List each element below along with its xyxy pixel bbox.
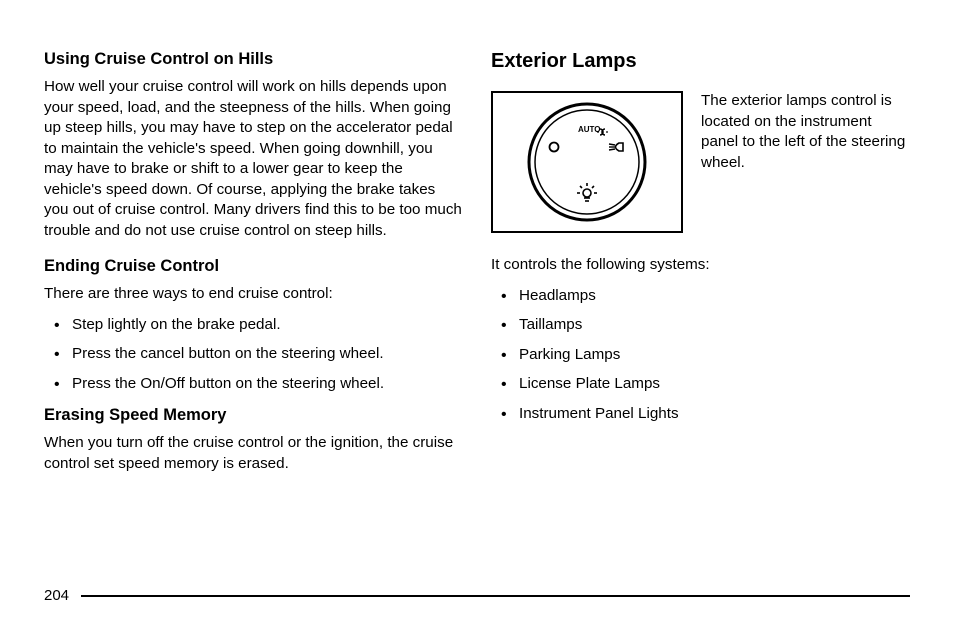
para-ending-cruise: There are three ways to end cruise contr… [44, 284, 463, 305]
para-cruise-hills: How well your cruise control will work o… [44, 77, 463, 241]
list-item: Step lightly on the brake pedal. [72, 315, 463, 336]
lamp-dial-icon: AUTO [524, 99, 650, 225]
heading-ending-cruise: Ending Cruise Control [44, 257, 463, 276]
right-column: Exterior Lamps AUTO [491, 50, 910, 490]
para-controls-systems: It controls the following systems: [491, 255, 910, 276]
para-erasing-memory: When you turn off the cruise control or … [44, 433, 463, 474]
heading-exterior-lamps: Exterior Lamps [491, 50, 910, 73]
page-number: 204 [44, 587, 69, 604]
list-ending-cruise: Step lightly on the brake pedal. Press t… [44, 315, 463, 395]
heading-cruise-hills: Using Cruise Control on Hills [44, 50, 463, 69]
heading-erasing-memory: Erasing Speed Memory [44, 406, 463, 425]
svg-text:AUTO: AUTO [578, 125, 601, 134]
list-item: Parking Lamps [519, 345, 910, 366]
footer-divider [81, 595, 910, 597]
lamp-control-diagram: AUTO [491, 91, 683, 233]
list-item: Press the On/Off button on the steering … [72, 374, 463, 395]
page-footer: 204 [44, 587, 910, 604]
left-column: Using Cruise Control on Hills How well y… [44, 50, 463, 490]
list-systems: Headlamps Taillamps Parking Lamps Licens… [491, 286, 910, 425]
list-item: License Plate Lamps [519, 374, 910, 395]
list-item: Press the cancel button on the steering … [72, 344, 463, 365]
list-item: Headlamps [519, 286, 910, 307]
list-item: Taillamps [519, 315, 910, 336]
list-item: Instrument Panel Lights [519, 404, 910, 425]
dial-caption: The exterior lamps control is located on… [701, 91, 910, 233]
dial-row: AUTO [491, 91, 910, 233]
